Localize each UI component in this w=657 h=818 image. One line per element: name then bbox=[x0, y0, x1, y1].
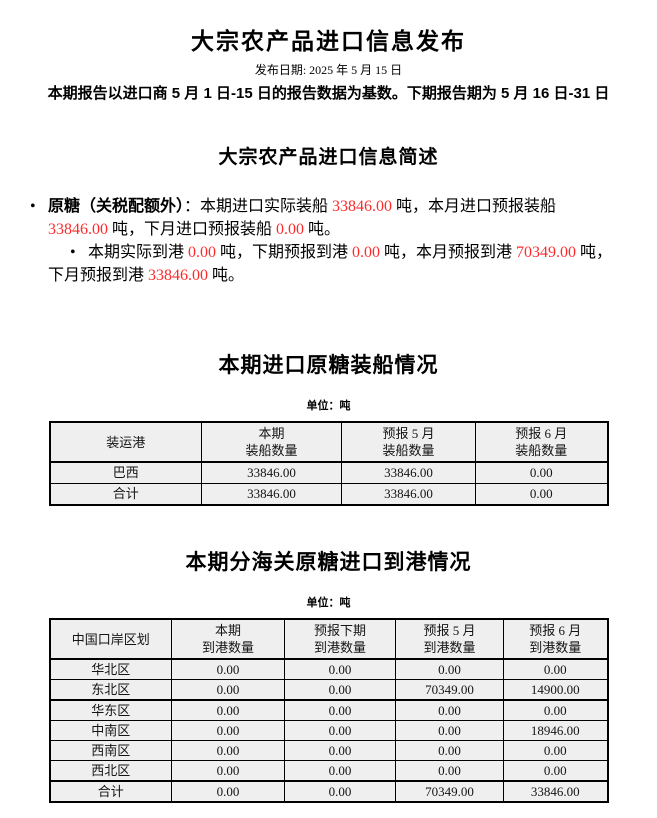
value-cell: 33846.00 bbox=[341, 483, 476, 506]
value-cell: 0.00 bbox=[395, 760, 504, 782]
table-row: 西南区 0.00 0.00 0.00 0.00 bbox=[49, 740, 608, 761]
value-cell: 0.00 bbox=[395, 658, 504, 680]
column-header: 本期 装船数量 bbox=[201, 421, 342, 463]
value-cell: 0.00 bbox=[171, 720, 285, 741]
header-row: 中国口岸区划 本期 到港数量 预报下期 到港数量 预报 5 月到港数量 预报 6 月到港数量 bbox=[49, 618, 608, 660]
highlight-value: 33846.00 bbox=[148, 267, 209, 284]
value-cell: 0.00 bbox=[503, 699, 608, 721]
bullet-text: 吨，下月预报到港 bbox=[48, 244, 613, 284]
column-header: 本期 到港数量 bbox=[171, 618, 285, 660]
value-cell: 0.00 bbox=[503, 658, 608, 680]
value-cell: 0.00 bbox=[171, 679, 285, 701]
column-header: 中国口岸区划 bbox=[49, 618, 172, 660]
column-header: 装运港 bbox=[49, 421, 202, 463]
bullet-text: 本期实际到港 bbox=[88, 244, 189, 261]
highlight-value: 0.00 bbox=[188, 244, 217, 261]
table-row: 中南区 0.00 0.00 0.00 18946.00 bbox=[49, 720, 608, 741]
highlight-value: 33846.00 bbox=[332, 198, 393, 215]
column-header: 预报 5 月到港数量 bbox=[395, 618, 504, 660]
bullet-text: 吨，下月进口预报装船 bbox=[108, 221, 277, 238]
bullet-text: ：本期进口实际装船 bbox=[184, 198, 333, 215]
arrival-table: 中国口岸区划 本期 到港数量 预报下期 到港数量 预报 5 月到港数量 预报 6 月到港数量… bbox=[48, 618, 609, 803]
publish-date: 发布日期: 2025 年 5 月 15 日 bbox=[254, 63, 403, 77]
bullet-item: 本期实际到港 0.00 吨，下期预报到港 0.00 吨，本月预报到港 70349… bbox=[28, 241, 620, 287]
highlight-value: 33846.00 bbox=[48, 221, 108, 238]
bullet-text: 吨。 bbox=[304, 221, 341, 238]
row-label: 西南区 bbox=[49, 740, 172, 761]
bullet-text: 吨，下期预报到港 bbox=[216, 244, 353, 261]
bullet-text: 吨，本月进口预报装船 bbox=[392, 198, 557, 215]
value-cell: 0.00 bbox=[395, 699, 504, 721]
value-cell: 0.00 bbox=[284, 658, 396, 680]
highlight-value: 0.00 bbox=[276, 221, 305, 238]
shipping-unit-label: 单位：吨 bbox=[306, 400, 351, 412]
bullet-text: 原糖（关税配额外） bbox=[48, 198, 185, 215]
value-cell: 0.00 bbox=[284, 699, 396, 721]
summary-section-title: 大宗农产品进口信息简述 bbox=[218, 147, 439, 168]
value-cell: 0.00 bbox=[503, 740, 608, 761]
value-cell: 14900.00 bbox=[503, 679, 608, 701]
summary-bullets: 原糖（关税配额外）：本期进口实际装船 33846.00 吨，本月进口预报装船 3… bbox=[28, 195, 620, 287]
bullet-item: 原糖（关税配额外）：本期进口实际装船 33846.00 吨，本月进口预报装船 3… bbox=[28, 195, 620, 241]
value-cell: 0.00 bbox=[171, 699, 285, 721]
column-header: 预报 6 月装船数量 bbox=[475, 421, 608, 463]
table-row: 华东区 0.00 0.00 0.00 0.00 bbox=[49, 699, 608, 721]
table-row: 东北区 0.00 0.00 70349.00 14900.00 bbox=[49, 679, 608, 701]
value-cell: 0.00 bbox=[284, 760, 396, 782]
shipping-table: 装运港 本期 装船数量 预报 5 月装船数量 预报 6 月装船数量 巴西 33846.00… bbox=[48, 421, 609, 506]
value-cell: 0.00 bbox=[284, 780, 396, 803]
header-row: 装运港 本期 装船数量 预报 5 月装船数量 预报 6 月装船数量 bbox=[49, 421, 608, 463]
value-cell: 0.00 bbox=[475, 461, 608, 484]
row-label: 西北区 bbox=[49, 760, 172, 782]
column-header: 预报下期 到港数量 bbox=[284, 618, 396, 660]
value-cell: 0.00 bbox=[284, 740, 396, 761]
table-row: 巴西 33846.00 33846.00 0.00 bbox=[49, 461, 608, 484]
table-row: 华北区 0.00 0.00 0.00 0.00 bbox=[49, 658, 608, 680]
value-cell: 0.00 bbox=[475, 483, 608, 506]
highlight-value: 0.00 bbox=[352, 244, 381, 261]
shipping-table-title: 本期进口原糖装船情况 bbox=[218, 354, 439, 377]
column-header: 预报 6 月到港数量 bbox=[503, 618, 608, 660]
report-period-note: 本期报告以进口商 5 月 1 日-15 日的报告数据为基数。下期报告期为 5 月… bbox=[47, 85, 610, 102]
row-label: 合计 bbox=[49, 483, 202, 506]
value-cell: 0.00 bbox=[284, 720, 396, 741]
value-cell: 0.00 bbox=[171, 780, 285, 803]
row-label: 中南区 bbox=[49, 720, 172, 741]
value-cell: 0.00 bbox=[171, 658, 285, 680]
arrival-table-title: 本期分海关原糖进口到港情况 bbox=[185, 551, 472, 574]
table-row: 西北区 0.00 0.00 0.00 0.00 bbox=[49, 760, 608, 782]
row-label: 东北区 bbox=[49, 679, 172, 701]
highlight-value: 70349.00 bbox=[516, 244, 577, 261]
row-label: 华东区 bbox=[49, 699, 172, 721]
page-title: 大宗农产品进口信息发布 bbox=[191, 28, 466, 54]
column-header: 预报 5 月装船数量 bbox=[341, 421, 476, 463]
value-cell: 0.00 bbox=[284, 679, 396, 701]
arrival-unit-label: 单位：吨 bbox=[306, 597, 351, 609]
value-cell: 70349.00 bbox=[395, 679, 504, 701]
value-cell: 0.00 bbox=[395, 720, 504, 741]
value-cell: 0.00 bbox=[503, 760, 608, 782]
value-cell: 0.00 bbox=[395, 740, 504, 761]
value-cell: 0.00 bbox=[171, 760, 285, 782]
value-cell: 33846.00 bbox=[201, 483, 342, 506]
value-cell: 33846.00 bbox=[503, 780, 608, 803]
table-row: 合计 33846.00 33846.00 0.00 bbox=[49, 483, 608, 506]
value-cell: 18946.00 bbox=[503, 720, 608, 741]
value-cell: 33846.00 bbox=[341, 461, 476, 484]
value-cell: 0.00 bbox=[171, 740, 285, 761]
value-cell: 33846.00 bbox=[201, 461, 342, 484]
value-cell: 70349.00 bbox=[395, 780, 504, 803]
table-row: 合计 0.00 0.00 70349.00 33846.00 bbox=[49, 780, 608, 803]
bullet-text: 吨，本月预报到港 bbox=[380, 244, 517, 261]
row-label: 巴西 bbox=[49, 461, 202, 484]
row-label: 合计 bbox=[49, 780, 172, 803]
row-label: 华北区 bbox=[49, 658, 172, 680]
bullet-text: 吨。 bbox=[208, 267, 245, 284]
